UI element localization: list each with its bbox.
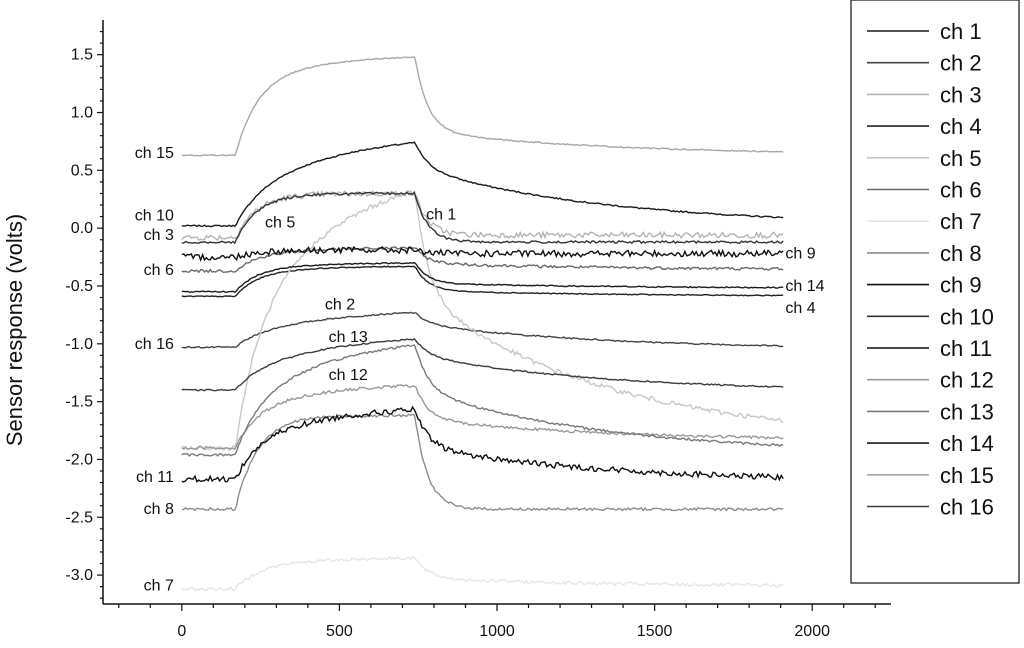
y-tick-label: -1.0	[65, 336, 93, 353]
series-line-ch-14	[181, 261, 784, 294]
channel-label-ch-11: ch 11	[136, 469, 174, 486]
y-tick-label: -0.5	[65, 278, 93, 295]
channel-label-ch-2: ch 2	[325, 296, 355, 313]
x-tick-label: 1500	[637, 623, 673, 640]
series-line-ch-4	[181, 265, 784, 298]
channel-label-ch-1: ch 1	[426, 206, 456, 223]
series-line-ch-13	[181, 344, 784, 457]
series-line-ch-2	[181, 311, 784, 349]
x-tick-label: 500	[326, 623, 353, 640]
legend-entry-label: ch 5	[940, 146, 982, 171]
y-tick-label: 1.5	[71, 47, 93, 64]
channel-label-ch-3: ch 3	[144, 227, 174, 244]
y-tick-label: -2.5	[65, 509, 93, 526]
legend-entry-label: ch 1	[940, 19, 982, 44]
channel-labels: ch 1 ch 2 ch 3 ch 4 ch 5 ch 6 ch 7 ch 8 ch 9 ch 1…	[135, 145, 825, 595]
legend-entry-label: ch 12	[940, 368, 994, 393]
series-line-ch-12	[181, 384, 784, 451]
legend-entry-label: ch 9	[940, 273, 982, 298]
channel-label-ch-6: ch 6	[144, 262, 174, 279]
series-line-ch-11	[181, 405, 784, 483]
legend-entry-label: ch 10	[940, 304, 994, 329]
y-tick-label: -3.0	[65, 567, 93, 584]
series-line-ch-10	[181, 191, 784, 245]
legend-entry-label: ch 4	[940, 114, 982, 139]
x-tick-label: 1000	[479, 623, 515, 640]
x-tick-label: 0	[177, 623, 186, 640]
legend-entry-label: ch 2	[940, 51, 982, 76]
legend-entry-label: ch 16	[940, 495, 994, 520]
axes: 1.5 1.0 0.5 0.0 -0.5 -1.0 -1.5 -2.0 -2.5 -3.0 0 500…	[65, 20, 891, 640]
series-line-ch-9	[181, 245, 784, 263]
legend-entry-label: ch 7	[940, 209, 982, 234]
channel-label-ch-12: ch 12	[329, 367, 368, 384]
legend: ch 1 ch 2 ch 3 ch 4 ch 5 ch 6 ch 7 ch 8 ch 9 ch 1…	[850, 0, 1020, 584]
series-line-ch-5	[181, 189, 784, 452]
series-line-ch-3	[181, 189, 784, 241]
channel-label-ch-9: ch 9	[785, 246, 815, 263]
series-line-ch-7	[181, 555, 784, 592]
legend-entry-label: ch 14	[940, 431, 994, 456]
channel-label-ch-4: ch 4	[785, 300, 815, 317]
legend-entry-label: ch 15	[940, 463, 994, 488]
y-tick-label: -1.5	[65, 394, 93, 411]
x-tick-label: 2000	[794, 623, 830, 640]
legend-entry-label: ch 3	[940, 82, 982, 107]
y-axis-title: Sensor response (volts)	[2, 214, 27, 446]
y-tick-label: 0.0	[71, 220, 93, 237]
channel-label-ch-7: ch 7	[144, 577, 174, 594]
legend-entry-label: ch 11	[940, 336, 992, 361]
legend-frame	[850, 0, 1020, 584]
channel-label-ch-16: ch 16	[135, 336, 174, 353]
legend-entry-label: ch 13	[940, 399, 994, 424]
legend-entry-label: ch 8	[940, 241, 982, 266]
y-tick-label: -2.0	[65, 451, 93, 468]
series-line-ch-8	[181, 413, 784, 512]
channel-label-ch-15: ch 15	[135, 145, 174, 162]
channel-label-ch-10: ch 10	[135, 207, 174, 224]
channel-label-ch-8: ch 8	[144, 501, 174, 518]
legend-entry-label: ch 6	[940, 178, 982, 203]
series-line-ch-6	[181, 246, 784, 274]
series-line-ch-16	[181, 338, 784, 392]
series-layer	[181, 56, 784, 592]
series-line-ch-1	[181, 141, 784, 228]
channel-label-ch-5: ch 5	[265, 214, 295, 231]
channel-label-ch-14: ch 14	[785, 278, 824, 295]
y-tick-label: 1.0	[71, 105, 93, 122]
series-line-ch-15	[181, 56, 784, 157]
y-tick-label: 0.5	[71, 162, 93, 179]
channel-label-ch-13: ch 13	[329, 329, 368, 346]
